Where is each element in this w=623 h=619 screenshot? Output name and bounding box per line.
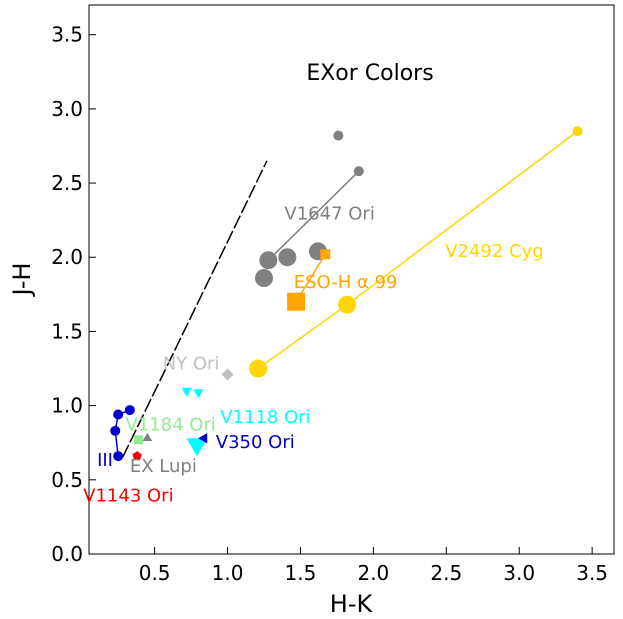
y-tick-label: 3.5: [51, 23, 83, 47]
v2492-cyg-marker: [572, 126, 583, 137]
eso-h-99-marker: [287, 292, 306, 311]
ex-lupi-label: EX Lupi: [130, 456, 197, 477]
y-tick-label: 1.5: [51, 319, 83, 343]
v1184-ori-marker: [134, 435, 144, 445]
chart-title: EXor Colors: [306, 61, 433, 86]
ex-lupi-marker: [142, 432, 153, 442]
data-markers: [110, 126, 583, 462]
iii-marker: [113, 451, 124, 462]
iii-marker: [110, 425, 121, 436]
y-tick-label: 0.5: [51, 468, 83, 492]
v2492-cyg-marker: [249, 359, 268, 378]
x-tick-label: 3.0: [503, 561, 535, 585]
x-tick-label: 0.5: [139, 561, 171, 585]
v1118-ori-marker: [186, 438, 208, 457]
y-axis-label: J-H: [8, 263, 36, 298]
axis-ticks: 0.5 1.0 1.5 2.0 2.5 3.0 3.5 0.0 0.5 1.0 1.5 2.0 2.5 3…: [51, 23, 608, 585]
plot-frame: [88, 4, 615, 555]
y-tick-label: 2.5: [51, 171, 83, 195]
y-tick-label: 3.0: [51, 97, 83, 121]
v2492-cyg-marker: [338, 295, 357, 314]
v1118-ori-marker: [193, 389, 204, 399]
eso-h-99-label: ESO-H α 99: [294, 272, 398, 293]
iii-marker: [113, 409, 124, 420]
unnamed-marker: [278, 248, 297, 267]
iii-series-line: [114, 409, 131, 457]
iii-label: III: [97, 450, 113, 471]
v1647-ori-marker: [259, 251, 278, 270]
v1647-ori-series-line: [267, 170, 360, 261]
series-labels: V2492 Cyg V1647 Ori ESO-H α 99 NY Ori V1184 …: [83, 204, 544, 507]
reddening-vector-line: [121, 160, 268, 458]
unnamed-marker: [333, 130, 344, 141]
v1184-ori-label: V1184 Ori: [125, 414, 215, 435]
unnamed-marker: [255, 269, 273, 288]
v350-ori-label: V350 Ori: [216, 432, 295, 453]
v1143-ori-marker: [132, 451, 142, 461]
v1118-ori-label: V1118 Ori: [220, 407, 310, 428]
x-tick-label: 2.0: [357, 561, 389, 585]
v1143-ori-label: V1143 Ori: [83, 486, 173, 507]
x-tick-label: 2.5: [430, 561, 462, 585]
x-tick-label: 1.5: [285, 561, 317, 585]
v350-ori-marker: [198, 433, 208, 444]
v1647-ori-marker: [353, 166, 364, 177]
x-tick-label: 3.5: [576, 561, 608, 585]
y-tick-label: 0.0: [51, 542, 83, 566]
iii-marker: [124, 405, 135, 416]
x-axis-label: H-K: [330, 590, 374, 618]
v1647-ori-label: V1647 Ori: [284, 204, 374, 225]
ny-ori-label: NY Ori: [163, 354, 220, 375]
v1118-ori-marker: [181, 387, 192, 397]
ny-ori-marker: [221, 368, 234, 381]
v2492-cyg-label: V2492 Cyg: [445, 241, 544, 262]
connector-lines: [114, 130, 578, 458]
x-tick-label: 1.0: [212, 561, 244, 585]
eso-h-99-marker: [320, 249, 331, 260]
y-tick-label: 1.0: [51, 394, 83, 418]
y-tick-label: 2.0: [51, 245, 83, 269]
